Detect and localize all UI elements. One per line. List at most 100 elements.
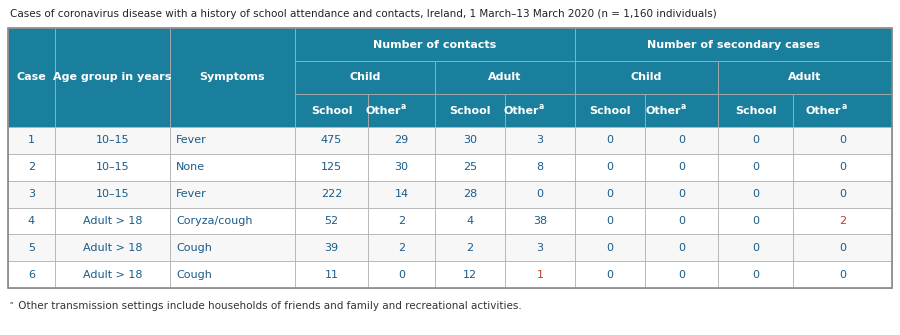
Text: 39: 39 — [324, 243, 338, 253]
Bar — [170, 28, 295, 127]
Bar — [645, 234, 718, 261]
Bar — [793, 94, 892, 127]
Text: 0: 0 — [752, 216, 759, 226]
Text: Cough: Cough — [176, 243, 212, 253]
Bar — [505, 207, 575, 234]
Text: 0: 0 — [678, 162, 685, 172]
Text: Coryza/cough: Coryza/cough — [176, 216, 253, 226]
Text: 0: 0 — [752, 270, 759, 280]
Text: 30: 30 — [463, 135, 477, 145]
Text: 0: 0 — [536, 189, 544, 199]
Text: School: School — [734, 106, 776, 116]
Bar — [505, 234, 575, 261]
Text: 10–15: 10–15 — [95, 162, 130, 172]
Bar — [718, 234, 793, 261]
Bar — [295, 207, 368, 234]
Bar — [435, 154, 505, 181]
Bar — [435, 261, 505, 288]
Text: 0: 0 — [752, 189, 759, 199]
Text: 2: 2 — [839, 216, 846, 226]
Text: 4: 4 — [28, 216, 35, 226]
Text: 0: 0 — [678, 243, 685, 253]
Text: 0: 0 — [839, 270, 846, 280]
Text: 0: 0 — [752, 135, 759, 145]
Text: 6: 6 — [28, 270, 35, 280]
Text: a: a — [680, 102, 686, 111]
Text: 25: 25 — [463, 162, 477, 172]
Text: 1: 1 — [28, 135, 35, 145]
Bar — [645, 94, 718, 127]
Text: a: a — [842, 102, 847, 111]
Bar — [718, 261, 793, 288]
Bar — [793, 181, 892, 207]
Bar — [718, 127, 793, 154]
Text: Child: Child — [631, 72, 662, 82]
Bar — [295, 94, 368, 127]
Text: Child: Child — [349, 72, 381, 82]
Bar — [793, 261, 892, 288]
Text: ᵃ: ᵃ — [10, 299, 13, 309]
Bar — [55, 207, 170, 234]
Text: 30: 30 — [394, 162, 409, 172]
Bar — [8, 154, 55, 181]
Text: Number of secondary cases: Number of secondary cases — [647, 40, 820, 50]
Bar — [8, 207, 55, 234]
Bar — [170, 181, 295, 207]
Text: Other: Other — [503, 106, 539, 116]
Bar — [8, 234, 55, 261]
Text: 0: 0 — [839, 189, 846, 199]
Bar — [575, 28, 892, 61]
Text: None: None — [176, 162, 205, 172]
Bar — [295, 234, 368, 261]
Bar — [575, 181, 645, 207]
Text: 2: 2 — [466, 243, 473, 253]
Bar — [368, 154, 435, 181]
Text: 11: 11 — [325, 270, 338, 280]
Bar — [295, 127, 368, 154]
Text: 0: 0 — [678, 135, 685, 145]
Bar — [368, 94, 435, 127]
Text: Age group in years: Age group in years — [53, 72, 172, 82]
Bar — [368, 261, 435, 288]
Bar — [505, 261, 575, 288]
Text: 3: 3 — [536, 243, 544, 253]
Text: 475: 475 — [321, 135, 342, 145]
Text: 0: 0 — [752, 162, 759, 172]
Text: 2: 2 — [398, 243, 405, 253]
Text: Other transmission settings include households of friends and family and recreat: Other transmission settings include hous… — [15, 301, 522, 311]
Bar — [435, 61, 575, 94]
Bar — [575, 261, 645, 288]
Bar — [295, 61, 435, 94]
Bar — [645, 261, 718, 288]
Text: Adult > 18: Adult > 18 — [83, 243, 142, 253]
Text: Case: Case — [16, 72, 47, 82]
Text: 10–15: 10–15 — [95, 189, 130, 199]
Bar — [55, 261, 170, 288]
Bar — [435, 234, 505, 261]
Text: 0: 0 — [678, 189, 685, 199]
Bar — [368, 207, 435, 234]
Bar — [295, 154, 368, 181]
Bar — [575, 234, 645, 261]
Text: 0: 0 — [678, 216, 685, 226]
Bar — [505, 154, 575, 181]
Bar — [295, 181, 368, 207]
Bar — [793, 234, 892, 261]
Text: 12: 12 — [463, 270, 477, 280]
Text: School: School — [590, 106, 631, 116]
Text: 0: 0 — [607, 135, 614, 145]
Text: 10–15: 10–15 — [95, 135, 130, 145]
Bar — [793, 207, 892, 234]
Text: 14: 14 — [394, 189, 409, 199]
Text: Adult: Adult — [788, 72, 822, 82]
Bar — [8, 28, 892, 288]
Bar — [170, 207, 295, 234]
Bar — [170, 261, 295, 288]
Text: School: School — [310, 106, 352, 116]
Text: 5: 5 — [28, 243, 35, 253]
Bar — [505, 181, 575, 207]
Text: Adult: Adult — [489, 72, 522, 82]
Bar — [645, 181, 718, 207]
Text: 0: 0 — [607, 270, 614, 280]
Text: 3: 3 — [28, 189, 35, 199]
